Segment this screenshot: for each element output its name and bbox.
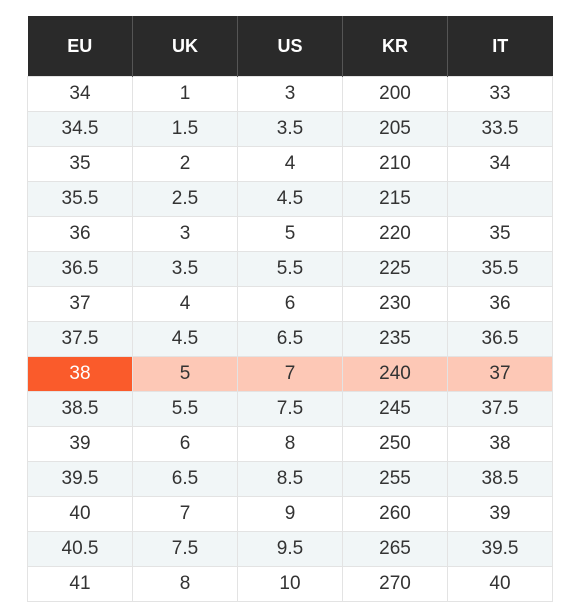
size-cell-it[interactable]: 37.5 <box>447 391 553 427</box>
table-header-row: EU UK US KR IT <box>27 16 553 77</box>
size-cell-eu[interactable]: 37.5 <box>27 321 133 357</box>
size-cell-uk[interactable]: 1 <box>132 76 238 112</box>
size-cell-uk[interactable]: 1.5 <box>132 111 238 147</box>
size-cell-us[interactable]: 9 <box>237 496 343 532</box>
size-cell-us[interactable]: 4.5 <box>237 181 343 217</box>
size-cell-kr[interactable]: 225 <box>342 251 448 287</box>
selected-size-cell[interactable]: 38 <box>27 356 133 392</box>
size-cell-us[interactable]: 6.5 <box>237 321 343 357</box>
size-cell-us[interactable]: 3.5 <box>237 111 343 147</box>
size-cell-it[interactable]: 36 <box>447 286 553 322</box>
size-cell-it[interactable]: 34 <box>447 146 553 182</box>
size-cell-uk[interactable]: 5 <box>132 356 238 392</box>
size-cell-uk[interactable]: 4.5 <box>132 321 238 357</box>
size-cell-eu[interactable]: 39.5 <box>27 461 133 497</box>
size-cell-it[interactable]: 33.5 <box>447 111 553 147</box>
size-cell-it[interactable] <box>447 181 553 217</box>
size-cell-uk[interactable]: 2.5 <box>132 181 238 217</box>
size-cell-it[interactable]: 38.5 <box>447 461 553 497</box>
size-cell-it[interactable]: 36.5 <box>447 321 553 357</box>
table-row[interactable]: 37 4 6 230 36 <box>27 286 553 322</box>
table-body: 34 1 3 200 33 34.5 1.5 3.5 205 33.5 35 2 4 210 34 35.5 2… <box>27 76 553 602</box>
size-cell-eu[interactable]: 38.5 <box>27 391 133 427</box>
size-cell-eu[interactable]: 39 <box>27 426 133 462</box>
size-cell-kr[interactable]: 205 <box>342 111 448 147</box>
table-row[interactable]: 35 2 4 210 34 <box>27 146 553 182</box>
size-cell-kr[interactable]: 215 <box>342 181 448 217</box>
table-row[interactable]: 36.5 3.5 5.5 225 35.5 <box>27 251 553 287</box>
size-cell-kr[interactable]: 255 <box>342 461 448 497</box>
size-cell-it[interactable]: 39 <box>447 496 553 532</box>
size-conversion-table: EU UK US KR IT 34 1 3 200 33 34.5 1.5 3.5 205 33.… <box>27 16 553 602</box>
size-cell-kr[interactable]: 250 <box>342 426 448 462</box>
column-header-us: US <box>237 16 343 77</box>
column-header-it: IT <box>447 16 553 77</box>
size-cell-eu[interactable]: 36 <box>27 216 133 252</box>
size-cell-eu[interactable]: 34.5 <box>27 111 133 147</box>
size-cell-uk[interactable]: 7.5 <box>132 531 238 567</box>
size-cell-kr[interactable]: 240 <box>342 356 448 392</box>
size-cell-us[interactable]: 8 <box>237 426 343 462</box>
size-cell-us[interactable]: 9.5 <box>237 531 343 567</box>
size-cell-it[interactable]: 38 <box>447 426 553 462</box>
column-header-kr: KR <box>342 16 448 77</box>
size-cell-it[interactable]: 40 <box>447 566 553 602</box>
size-cell-uk[interactable]: 6 <box>132 426 238 462</box>
size-cell-kr[interactable]: 260 <box>342 496 448 532</box>
size-cell-us[interactable]: 3 <box>237 76 343 112</box>
table-row[interactable]: 34.5 1.5 3.5 205 33.5 <box>27 111 553 147</box>
size-cell-us[interactable]: 10 <box>237 566 343 602</box>
table-row[interactable]: 38 5 7 240 37 <box>27 356 553 392</box>
size-cell-kr[interactable]: 230 <box>342 286 448 322</box>
size-cell-eu[interactable]: 40 <box>27 496 133 532</box>
size-cell-uk[interactable]: 6.5 <box>132 461 238 497</box>
size-cell-uk[interactable]: 2 <box>132 146 238 182</box>
size-cell-eu[interactable]: 40.5 <box>27 531 133 567</box>
table-row[interactable]: 38.5 5.5 7.5 245 37.5 <box>27 391 553 427</box>
size-cell-uk[interactable]: 7 <box>132 496 238 532</box>
table-row[interactable]: 39.5 6.5 8.5 255 38.5 <box>27 461 553 497</box>
size-cell-it[interactable]: 35 <box>447 216 553 252</box>
size-cell-it[interactable]: 33 <box>447 76 553 112</box>
column-header-uk: UK <box>132 16 238 77</box>
size-cell-kr[interactable]: 210 <box>342 146 448 182</box>
size-cell-kr[interactable]: 245 <box>342 391 448 427</box>
size-cell-us[interactable]: 6 <box>237 286 343 322</box>
size-chart: EU UK US KR IT 34 1 3 200 33 34.5 1.5 3.5 205 33.… <box>27 16 553 602</box>
size-cell-it[interactable]: 37 <box>447 356 553 392</box>
size-cell-uk[interactable]: 3 <box>132 216 238 252</box>
size-cell-uk[interactable]: 3.5 <box>132 251 238 287</box>
table-row[interactable]: 35.5 2.5 4.5 215 <box>27 181 553 217</box>
size-cell-us[interactable]: 5.5 <box>237 251 343 287</box>
size-cell-eu[interactable]: 34 <box>27 76 133 112</box>
table-row[interactable]: 36 3 5 220 35 <box>27 216 553 252</box>
size-cell-kr[interactable]: 220 <box>342 216 448 252</box>
size-cell-us[interactable]: 8.5 <box>237 461 343 497</box>
size-cell-kr[interactable]: 235 <box>342 321 448 357</box>
size-cell-it[interactable]: 39.5 <box>447 531 553 567</box>
size-cell-eu[interactable]: 35 <box>27 146 133 182</box>
size-cell-kr[interactable]: 270 <box>342 566 448 602</box>
size-cell-eu[interactable]: 37 <box>27 286 133 322</box>
size-cell-us[interactable]: 5 <box>237 216 343 252</box>
size-cell-us[interactable]: 4 <box>237 146 343 182</box>
size-cell-it[interactable]: 35.5 <box>447 251 553 287</box>
table-row[interactable]: 40.5 7.5 9.5 265 39.5 <box>27 531 553 567</box>
size-cell-uk[interactable]: 8 <box>132 566 238 602</box>
size-cell-uk[interactable]: 5.5 <box>132 391 238 427</box>
size-cell-kr[interactable]: 200 <box>342 76 448 112</box>
table-row[interactable]: 37.5 4.5 6.5 235 36.5 <box>27 321 553 357</box>
table-row[interactable]: 34 1 3 200 33 <box>27 76 553 112</box>
size-cell-eu[interactable]: 36.5 <box>27 251 133 287</box>
table-row[interactable]: 41 8 10 270 40 <box>27 566 553 602</box>
size-cell-eu[interactable]: 35.5 <box>27 181 133 217</box>
column-header-eu: EU <box>27 16 133 77</box>
table-row[interactable]: 39 6 8 250 38 <box>27 426 553 462</box>
size-cell-us[interactable]: 7 <box>237 356 343 392</box>
size-cell-eu[interactable]: 41 <box>27 566 133 602</box>
size-cell-kr[interactable]: 265 <box>342 531 448 567</box>
table-row[interactable]: 40 7 9 260 39 <box>27 496 553 532</box>
size-cell-uk[interactable]: 4 <box>132 286 238 322</box>
size-cell-us[interactable]: 7.5 <box>237 391 343 427</box>
